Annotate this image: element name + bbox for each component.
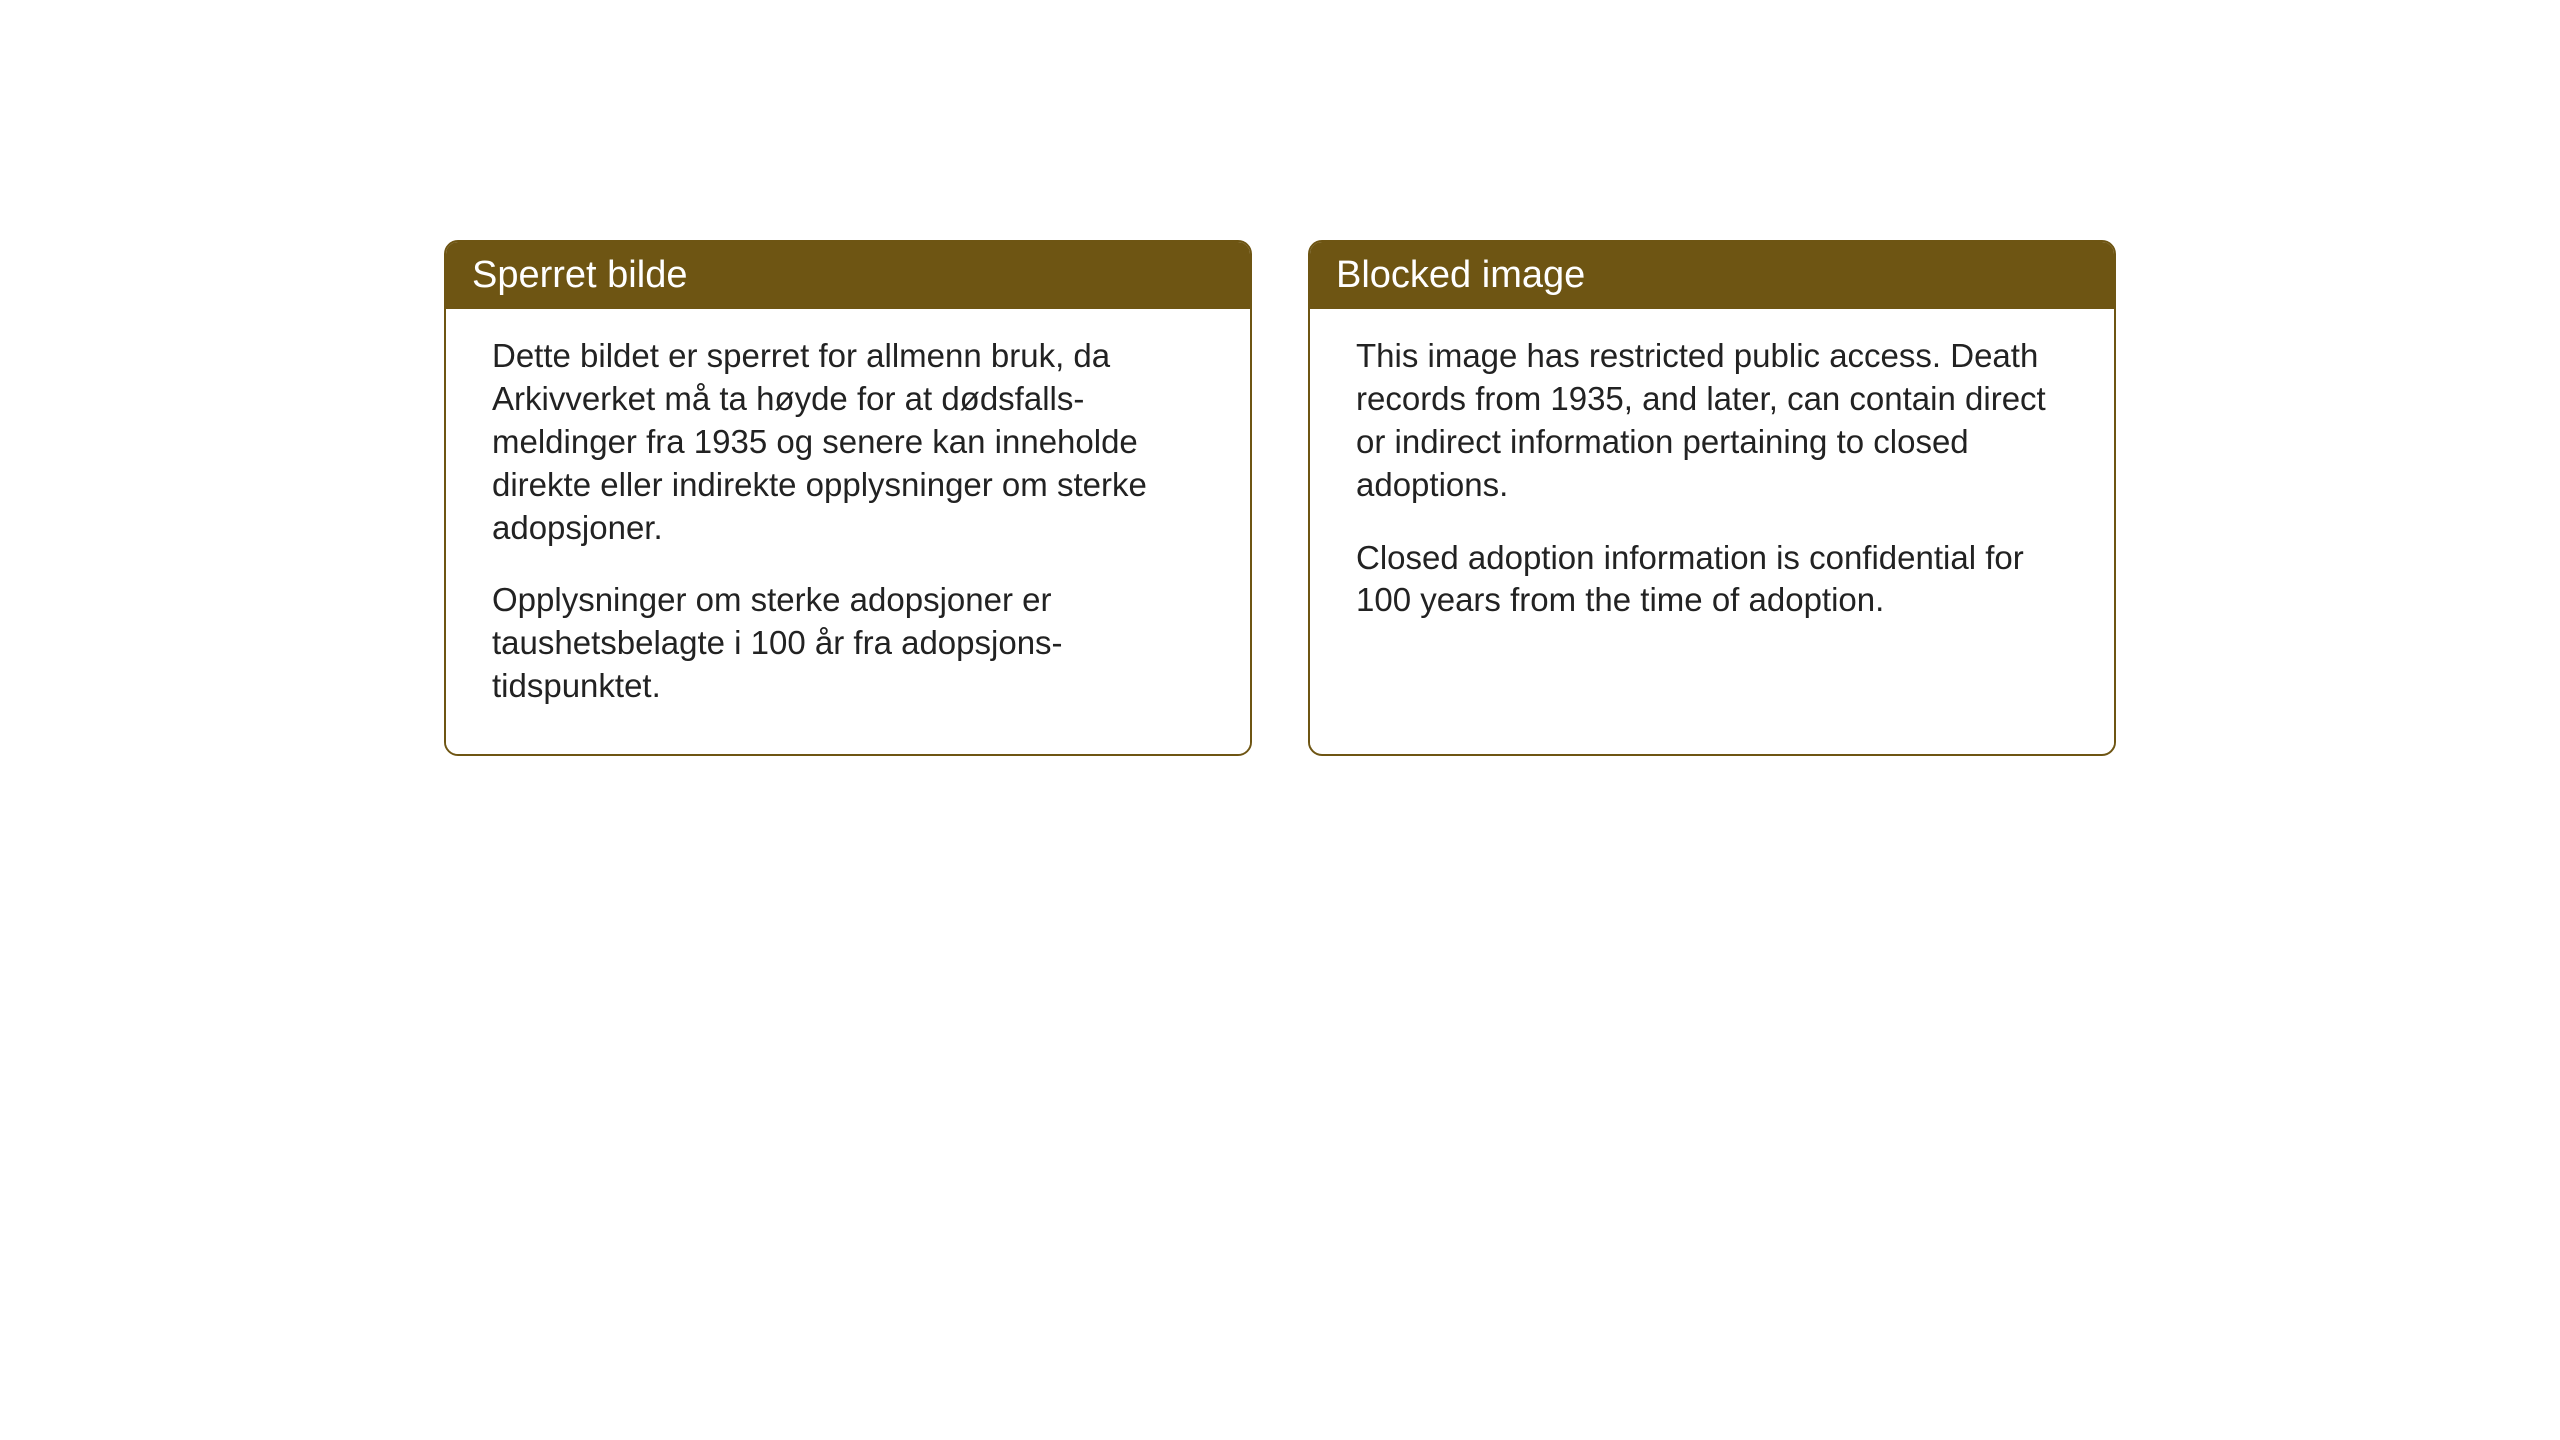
notice-paragraph: Dette bildet er sperret for allmenn bruk… [492,335,1204,549]
notice-card-norwegian: Sperret bilde Dette bildet er sperret fo… [444,240,1252,756]
notice-paragraph: Closed adoption information is confident… [1356,537,2068,623]
notice-paragraph: Opplysninger om sterke adopsjoner er tau… [492,579,1204,708]
notice-container: Sperret bilde Dette bildet er sperret fo… [444,240,2116,756]
notice-card-english: Blocked image This image has restricted … [1308,240,2116,756]
card-body-norwegian: Dette bildet er sperret for allmenn bruk… [446,309,1250,754]
card-title-norwegian: Sperret bilde [446,242,1250,309]
card-body-english: This image has restricted public access.… [1310,309,2114,747]
card-title-english: Blocked image [1310,242,2114,309]
notice-paragraph: This image has restricted public access.… [1356,335,2068,507]
